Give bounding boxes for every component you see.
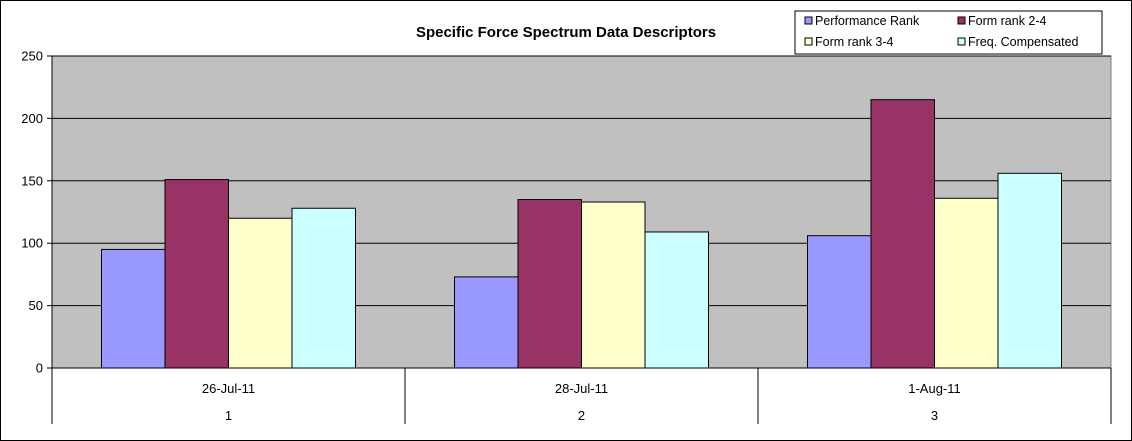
y-tick-label: 150 <box>21 173 43 188</box>
x-category-label: 26-Jul-11 <box>202 381 255 396</box>
x-category-label: 1-Aug-11 <box>908 381 961 396</box>
plot-area: 0 50 100 150 200 250 26-Jul-11 1 28-Jul-11 2 1-Aug… <box>21 49 1112 424</box>
bar-2-1 <box>164 179 229 369</box>
bar-1-2 <box>454 276 519 369</box>
legend-swatch <box>804 37 813 46</box>
bar-4-1 <box>291 207 356 369</box>
bar-3-1 <box>228 217 293 369</box>
y-tick-label: 250 <box>21 49 43 64</box>
bar-1-1 <box>101 248 166 369</box>
bar-2-3 <box>870 99 935 369</box>
legend-box <box>794 10 1103 55</box>
bar-4-2 <box>644 231 709 369</box>
bar-3-2 <box>581 201 646 369</box>
bar-3-3 <box>934 197 999 369</box>
legend-label: Freq. Compensated <box>968 35 1079 49</box>
chart-title: Specific Force Spectrum Data Descriptors <box>416 24 716 41</box>
legend-swatch <box>957 16 966 25</box>
x-category-index-label: 2 <box>578 408 585 423</box>
y-tick-label: 0 <box>36 361 43 376</box>
bar-1-3 <box>807 235 872 369</box>
y-tick-label: 200 <box>21 111 43 126</box>
legend-swatch <box>804 16 813 25</box>
legend: Performance Rank Form rank 2-4 Form rank 3… <box>794 10 1103 55</box>
y-tick-label: 100 <box>21 236 43 251</box>
legend-label: Form rank 3-4 <box>815 35 894 49</box>
bar-4-3 <box>997 172 1062 369</box>
x-category-label: 28-Jul-11 <box>555 381 608 396</box>
y-tick-label: 50 <box>29 298 43 313</box>
legend-swatch <box>957 37 966 46</box>
x-category-index-label: 1 <box>225 408 232 423</box>
x-category-index-label: 3 <box>931 408 938 423</box>
bar-2-2 <box>517 199 582 369</box>
legend-label: Performance Rank <box>815 14 920 28</box>
legend-label: Form rank 2-4 <box>968 14 1047 28</box>
